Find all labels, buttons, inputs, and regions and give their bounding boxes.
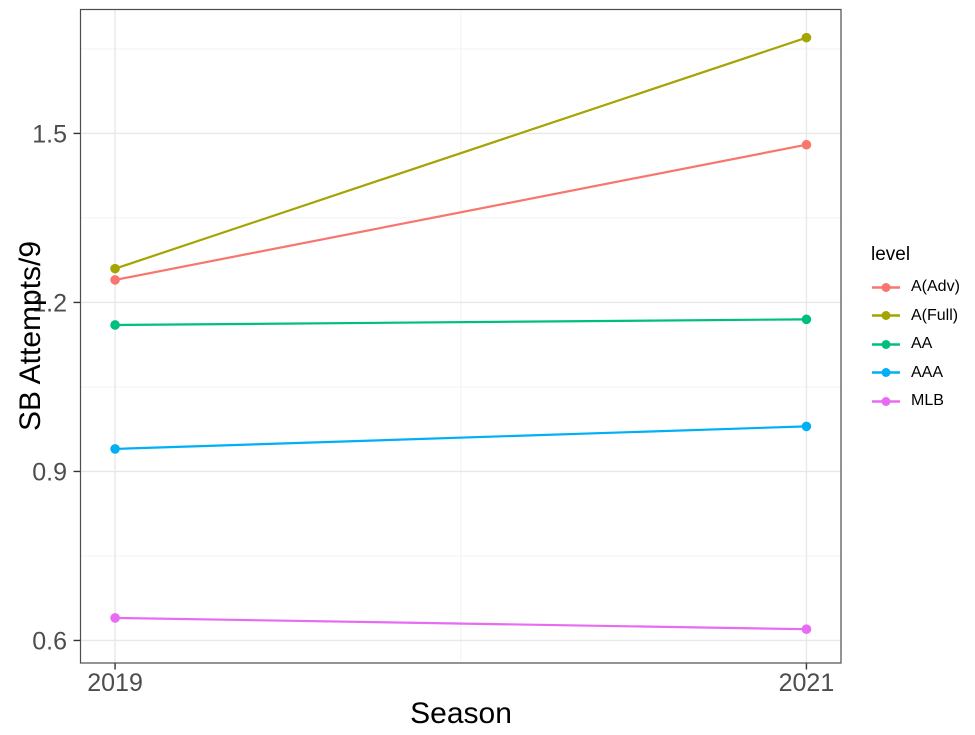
legend-item: MLB [871,387,960,416]
panel-border [79,8,842,664]
legend-label: A(Full) [911,306,959,324]
y-tick-label: 1.5 [32,120,67,148]
series-line-aaa [115,425,807,451]
legend-label: AA [911,335,933,353]
data-point-aaa [801,421,812,432]
data-point-aaa [110,444,120,454]
data-point-a-full- [801,32,812,43]
y-tick-label: 0.9 [32,458,67,486]
data-point-aa [801,314,812,325]
legend-label: MLB [911,392,944,410]
series-line-a-adv- [114,143,807,281]
y-axis-title: SB Attempts/9 [14,240,47,432]
data-point-mlb [801,624,812,634]
series-line-a-full- [114,36,807,270]
legend-label: A(Adv) [911,278,960,296]
legend: level A(Adv) A(Full) AA AAA MLB [871,244,960,416]
series-line-aa [115,318,807,327]
legend-key-icon [872,339,900,349]
data-point-aa [110,320,120,330]
data-point-mlb [110,613,120,623]
series-line-mlb [115,616,807,631]
data-point-a-adv- [110,275,120,285]
legend-key-icon [872,368,900,378]
data-point-a-adv- [801,139,812,150]
legend-key-icon [872,311,900,321]
data-point-a-full- [110,263,120,274]
legend-key-icon [872,282,900,292]
legend-item: A(Adv) [871,273,960,302]
x-tick-label: 2019 [87,669,143,697]
x-tick-label: 2021 [779,669,835,697]
legend-title: level [871,244,911,265]
legend-label: AAA [911,363,944,381]
legend-items: A(Adv) A(Full) AA AAA MLB [871,273,960,416]
x-axis-title: Season [410,697,512,730]
legend-key-icon [872,396,900,406]
legend-item: AAA [871,359,960,388]
legend-item: AA [871,330,960,359]
y-tick-label: 0.6 [32,627,67,655]
legend-item: A(Full) [871,302,960,331]
y-tick-label: 1.2 [32,289,67,317]
